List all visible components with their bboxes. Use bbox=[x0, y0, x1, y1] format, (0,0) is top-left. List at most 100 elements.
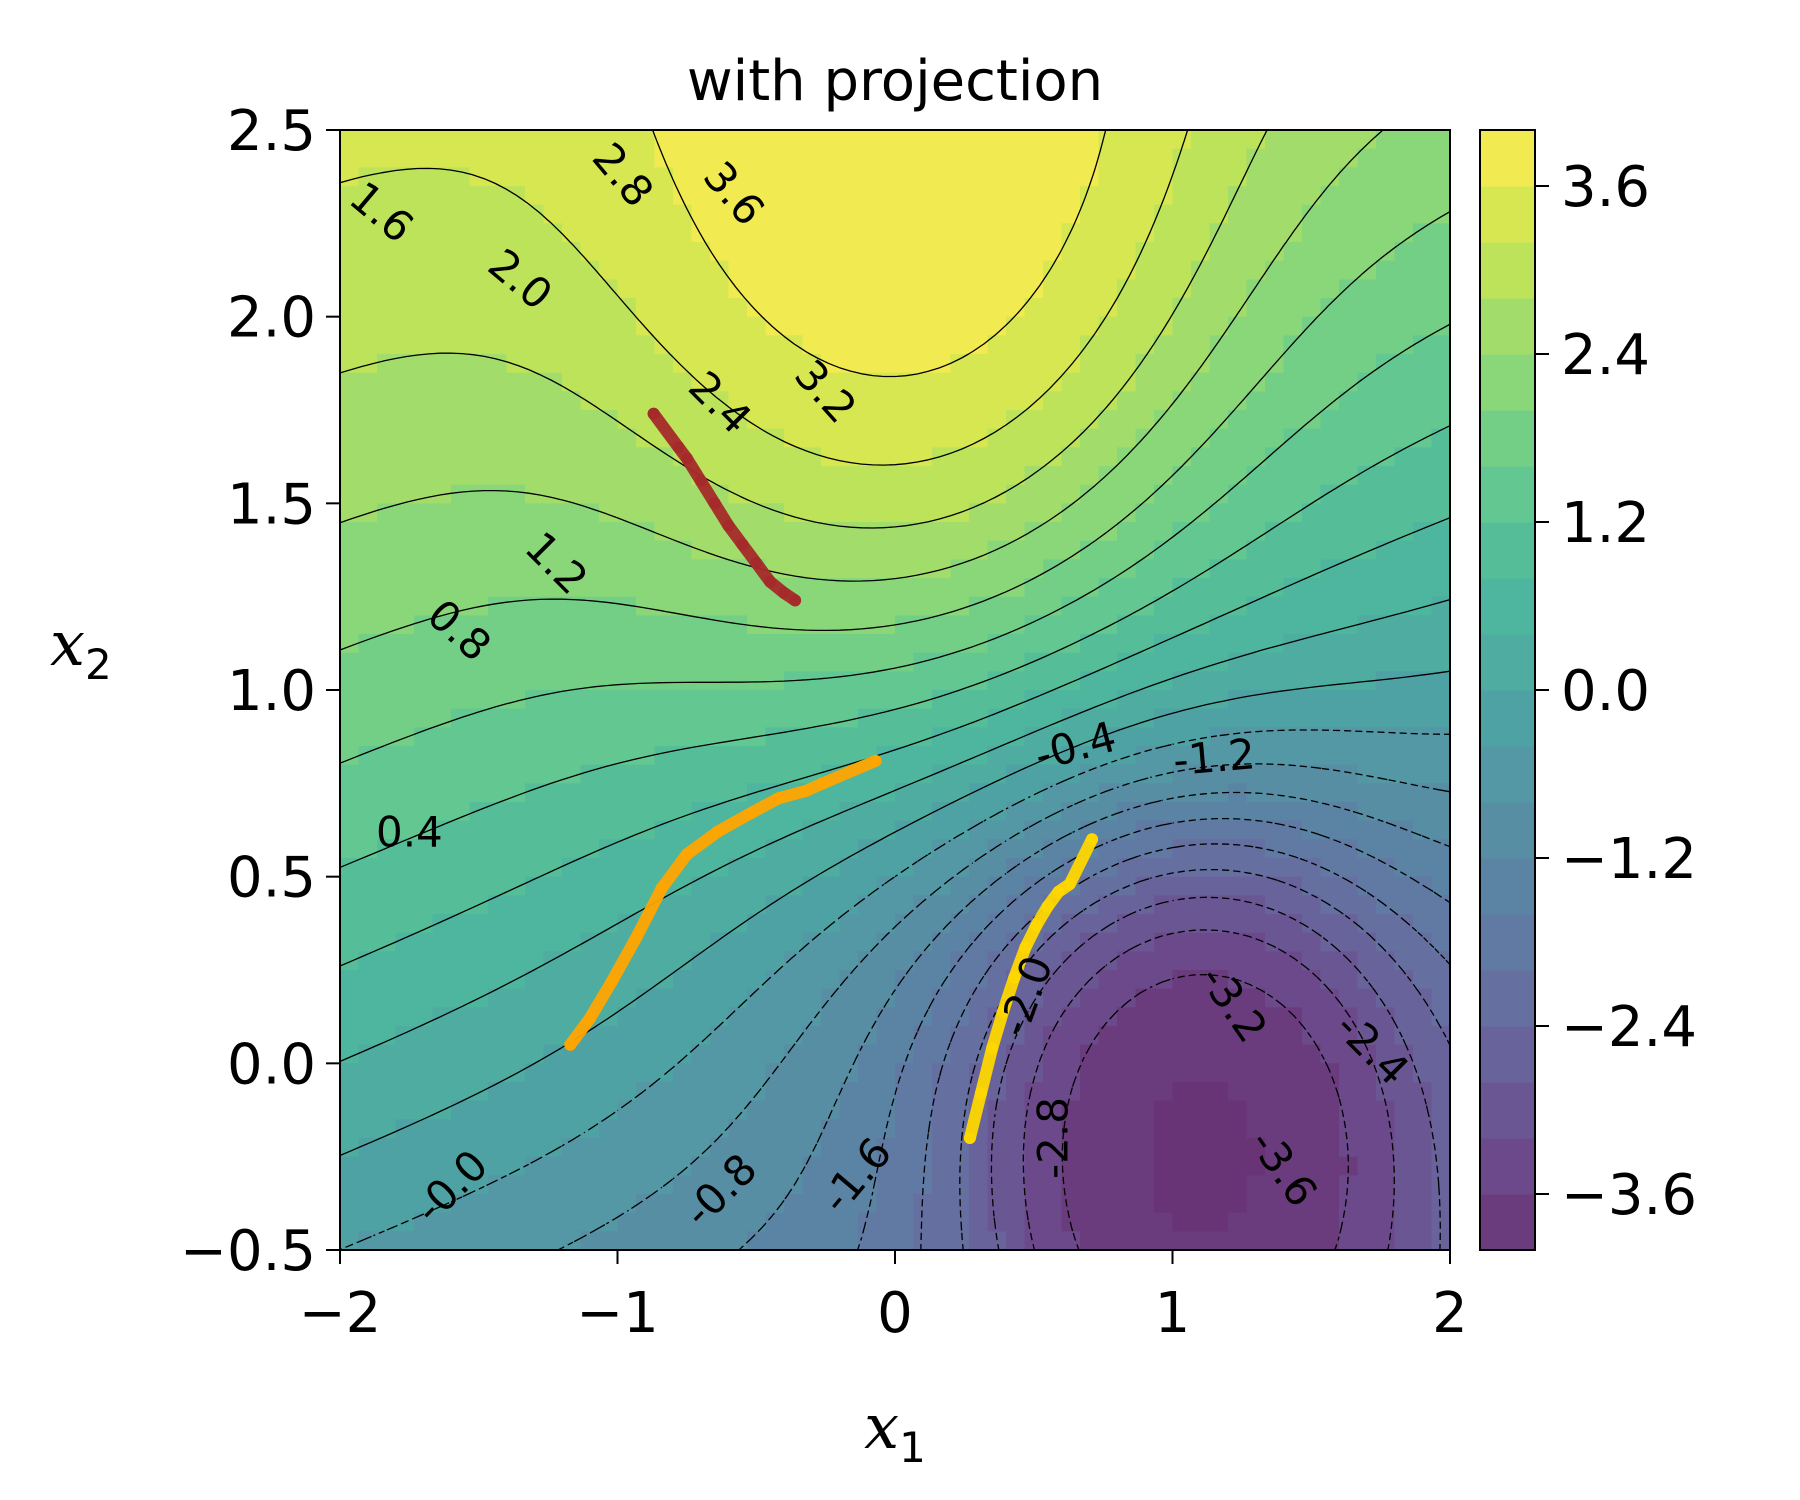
contour-cell bbox=[340, 1231, 360, 1250]
contour-cell bbox=[932, 1175, 952, 1195]
contour-cell bbox=[1302, 783, 1322, 803]
contour-cell bbox=[691, 746, 711, 766]
contour-cell bbox=[636, 335, 656, 355]
contour-cell bbox=[395, 634, 415, 654]
contour-cell bbox=[1191, 932, 1211, 953]
contour-cell bbox=[1283, 130, 1303, 150]
contour-cell bbox=[395, 335, 415, 355]
contour-cell bbox=[1302, 578, 1322, 598]
contour-cell bbox=[950, 186, 970, 206]
contour-cell bbox=[340, 596, 360, 617]
contour-cell bbox=[1135, 335, 1155, 355]
contour-cell bbox=[1394, 858, 1414, 878]
contour-cell bbox=[599, 148, 619, 169]
contour-cell bbox=[858, 316, 878, 337]
contour-cell bbox=[1098, 839, 1118, 859]
contour-cell bbox=[747, 820, 767, 841]
contour-cell bbox=[617, 988, 637, 1009]
contour-cell bbox=[858, 522, 878, 542]
contour-cell bbox=[377, 988, 397, 1009]
contour-cell bbox=[839, 130, 859, 150]
contour-cell bbox=[821, 503, 841, 523]
contour-cell bbox=[821, 204, 841, 225]
contour-cell bbox=[858, 671, 878, 691]
contour-cell bbox=[414, 596, 434, 617]
contour-cell bbox=[1061, 932, 1081, 953]
contour-cell bbox=[358, 1044, 378, 1065]
contour-cell bbox=[691, 410, 711, 430]
contour-cell bbox=[858, 914, 878, 934]
contour-cell bbox=[932, 1156, 952, 1177]
contour-cell bbox=[654, 354, 674, 374]
contour-cell bbox=[950, 354, 970, 374]
contour-cell bbox=[1154, 279, 1174, 299]
contour-cell bbox=[525, 951, 545, 971]
contour-cell bbox=[469, 316, 489, 337]
contour-cell bbox=[821, 242, 841, 262]
contour-cell bbox=[950, 1231, 970, 1250]
contour-cell bbox=[802, 634, 822, 654]
contour-cell bbox=[858, 802, 878, 822]
contour-cell bbox=[932, 727, 952, 747]
contour-cell bbox=[728, 466, 748, 486]
contour-cell bbox=[358, 410, 378, 430]
contour-cell bbox=[1357, 1138, 1377, 1158]
contour-cell bbox=[506, 690, 526, 710]
contour-cell bbox=[802, 820, 822, 841]
contour-cell bbox=[636, 260, 656, 281]
contour-cell bbox=[1376, 130, 1396, 150]
contour-cell bbox=[765, 223, 785, 243]
contour-cell bbox=[1135, 727, 1155, 747]
contour-cell bbox=[987, 186, 1007, 206]
contour-cell bbox=[1394, 783, 1414, 803]
contour-cell bbox=[451, 1212, 471, 1233]
contour-cell bbox=[1265, 764, 1285, 785]
contour-cell bbox=[488, 186, 508, 206]
contour-cell bbox=[728, 130, 748, 150]
contour-cell bbox=[1191, 1156, 1211, 1177]
y-tick-label: 0.5 bbox=[227, 846, 316, 911]
contour-cell bbox=[1043, 484, 1063, 505]
contour-cell bbox=[1209, 559, 1229, 579]
contour-cell bbox=[1283, 578, 1303, 598]
contour-cell bbox=[1043, 204, 1063, 225]
contour-cell bbox=[1209, 596, 1229, 617]
contour-cell bbox=[1024, 130, 1044, 150]
contour-cell bbox=[636, 951, 656, 971]
contour-cell bbox=[617, 391, 637, 411]
contour-cell bbox=[895, 1026, 915, 1046]
contour-cell bbox=[636, 802, 656, 822]
contour-cell bbox=[710, 316, 730, 337]
contour-cell bbox=[691, 204, 711, 225]
contour-cell bbox=[1080, 932, 1100, 953]
contour-cell bbox=[340, 260, 360, 281]
contour-cell bbox=[469, 1212, 489, 1233]
contour-cell bbox=[1154, 130, 1174, 150]
contour-cell bbox=[1228, 895, 1248, 915]
contour-cell bbox=[617, 820, 637, 841]
contour-cell bbox=[432, 876, 452, 897]
contour-cell bbox=[1246, 466, 1266, 486]
contour-cell bbox=[821, 1138, 841, 1158]
contour-cell bbox=[599, 167, 619, 187]
contour-cell bbox=[969, 466, 989, 486]
contour-cell bbox=[488, 391, 508, 411]
contour-cell bbox=[1191, 746, 1211, 766]
contour-cell bbox=[488, 615, 508, 635]
contour-cell bbox=[710, 914, 730, 934]
contour-cell bbox=[1209, 260, 1229, 281]
contour-cell bbox=[728, 970, 748, 990]
contour-cell bbox=[1024, 503, 1044, 523]
contour-cell bbox=[784, 447, 804, 467]
contour-cell bbox=[543, 1156, 563, 1177]
contour-cell bbox=[673, 1231, 693, 1250]
contour-cell bbox=[340, 167, 360, 187]
contour-cell bbox=[1154, 652, 1174, 673]
contour-cell bbox=[784, 1212, 804, 1233]
contour-cell bbox=[747, 914, 767, 934]
contour-cell bbox=[562, 988, 582, 1009]
contour-cell bbox=[1098, 242, 1118, 262]
contour-cell bbox=[1080, 1119, 1100, 1139]
contour-cell bbox=[543, 503, 563, 523]
contour-cell bbox=[932, 522, 952, 542]
